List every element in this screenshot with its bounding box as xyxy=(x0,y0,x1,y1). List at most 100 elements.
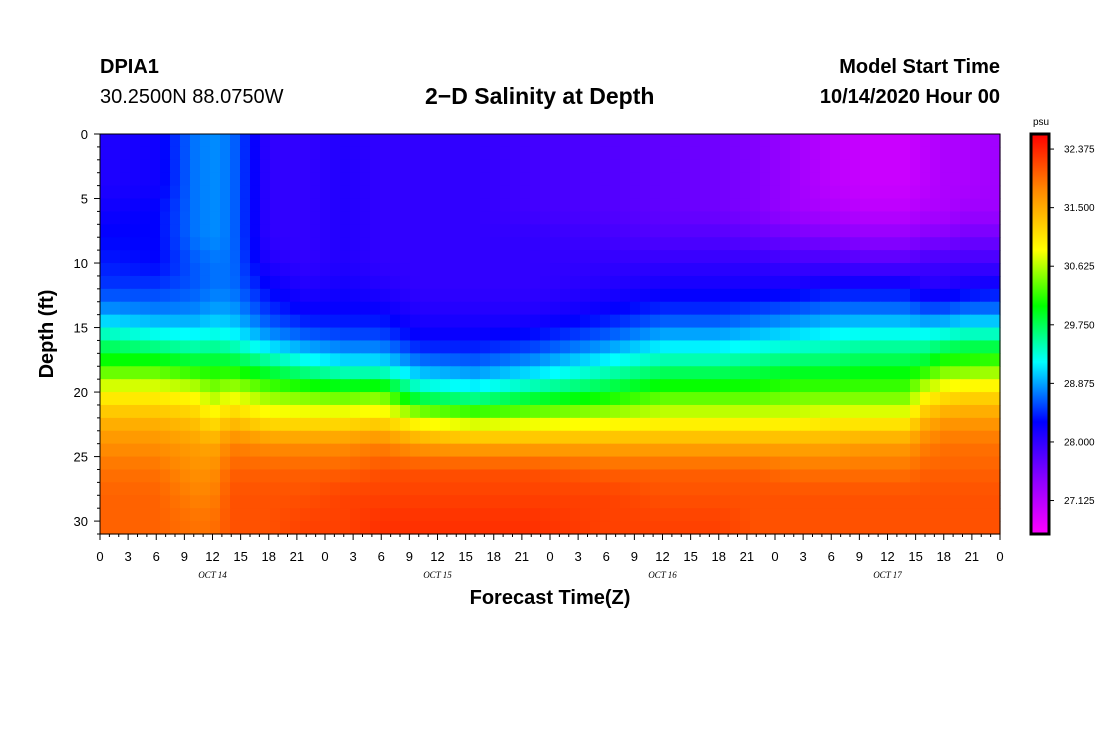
heatmap-cell xyxy=(290,417,301,432)
heatmap-cell xyxy=(130,237,141,251)
y-tick-label: 10 xyxy=(74,256,88,271)
heatmap-cell xyxy=(820,288,831,303)
heatmap-cell xyxy=(370,430,381,445)
heatmap-cell xyxy=(100,146,111,161)
heatmap-cell xyxy=(320,340,331,354)
heatmap-cell xyxy=(450,521,461,535)
heatmap-cell xyxy=(480,469,491,483)
heatmap-cell xyxy=(440,159,451,174)
heatmap-cell xyxy=(250,275,261,290)
heatmap-cell xyxy=(840,456,851,471)
heatmap-cell xyxy=(320,275,331,290)
heatmap-cell xyxy=(530,366,541,380)
heatmap-cell xyxy=(170,443,181,458)
heatmap-cell xyxy=(580,198,591,213)
heatmap-cell xyxy=(430,404,441,419)
heatmap-cell xyxy=(600,146,611,161)
heatmap-cell xyxy=(770,430,781,445)
heatmap-cell xyxy=(620,159,631,174)
heatmap-cell xyxy=(910,521,921,535)
heatmap-cell xyxy=(160,146,171,161)
heatmap-cell xyxy=(760,224,771,238)
heatmap-cell xyxy=(320,237,331,251)
heatmap-cell xyxy=(980,392,991,406)
heatmap-cell xyxy=(840,263,851,277)
heatmap-cell xyxy=(470,275,481,290)
heatmap-cell xyxy=(380,495,391,509)
x-tick-label: 3 xyxy=(800,549,807,564)
heatmap-cell xyxy=(910,366,921,380)
heatmap-cell xyxy=(660,430,671,445)
heatmap-cell xyxy=(730,301,741,316)
heatmap-cell xyxy=(390,456,401,471)
heatmap-cell xyxy=(380,314,391,329)
heatmap-cell xyxy=(950,211,961,225)
heatmap-cell xyxy=(850,224,861,238)
heatmap-cell xyxy=(560,172,571,187)
heatmap-cell xyxy=(520,134,531,148)
heatmap-cell xyxy=(950,482,961,496)
heatmap-cell xyxy=(570,495,581,509)
heatmap-cell xyxy=(690,469,701,483)
heatmap-cell xyxy=(510,456,521,471)
heatmap-cell xyxy=(660,521,671,535)
heatmap-cell xyxy=(750,340,761,354)
heatmap-cell xyxy=(760,237,771,251)
heatmap-cell xyxy=(180,172,191,187)
heatmap-cell xyxy=(730,392,741,406)
heatmap-cell xyxy=(720,521,731,535)
heatmap-cell xyxy=(480,521,491,535)
heatmap-cell xyxy=(850,482,861,496)
heatmap-cell xyxy=(520,456,531,471)
heatmap-cell xyxy=(520,172,531,187)
heatmap-cell xyxy=(890,443,901,458)
heatmap-cell xyxy=(820,327,831,342)
heatmap-cell xyxy=(740,211,751,225)
heatmap-cell xyxy=(910,275,921,290)
heatmap-cell xyxy=(460,353,471,367)
heatmap-cell xyxy=(370,404,381,419)
heatmap-cell xyxy=(540,211,551,225)
heatmap-cell xyxy=(640,508,651,522)
heatmap-cell xyxy=(440,521,451,535)
heatmap-cell xyxy=(240,430,251,445)
heatmap-cell xyxy=(530,224,541,238)
heatmap-cell xyxy=(440,198,451,213)
heatmap-cell xyxy=(940,340,951,354)
heatmap-cell xyxy=(360,263,371,277)
heatmap-cell xyxy=(670,275,681,290)
heatmap-cell xyxy=(520,263,531,277)
heatmap-cell xyxy=(530,211,541,225)
heatmap-cell xyxy=(350,185,361,200)
heatmap-cell xyxy=(910,301,921,316)
heatmap-cell xyxy=(270,508,281,522)
heatmap-cell xyxy=(990,146,1001,161)
heatmap-cell xyxy=(270,327,281,342)
heatmap-cell xyxy=(360,211,371,225)
heatmap-cell xyxy=(880,508,891,522)
heatmap-cell xyxy=(180,430,191,445)
heatmap-cell xyxy=(480,263,491,277)
heatmap-cell xyxy=(390,288,401,303)
heatmap-cell xyxy=(910,288,921,303)
heatmap-cell xyxy=(510,288,521,303)
heatmap-cell xyxy=(370,185,381,200)
heatmap-cell xyxy=(340,211,351,225)
heatmap-cell xyxy=(660,366,671,380)
heatmap-cell xyxy=(510,224,521,238)
heatmap-cell xyxy=(300,185,311,200)
heatmap-cell xyxy=(840,417,851,432)
heatmap-cell xyxy=(310,456,321,471)
heatmap-cell xyxy=(510,327,521,342)
heatmap-cell xyxy=(970,146,981,161)
heatmap-cell xyxy=(450,417,461,432)
heatmap-cell xyxy=(600,159,611,174)
heatmap-cell xyxy=(290,340,301,354)
heatmap-cell xyxy=(820,379,831,393)
heatmap-cell xyxy=(350,417,361,432)
heatmap-cell xyxy=(870,508,881,522)
heatmap-cell xyxy=(890,340,901,354)
heatmap-cell xyxy=(840,482,851,496)
heatmap-cell xyxy=(120,250,131,264)
heatmap-cell xyxy=(190,482,201,496)
